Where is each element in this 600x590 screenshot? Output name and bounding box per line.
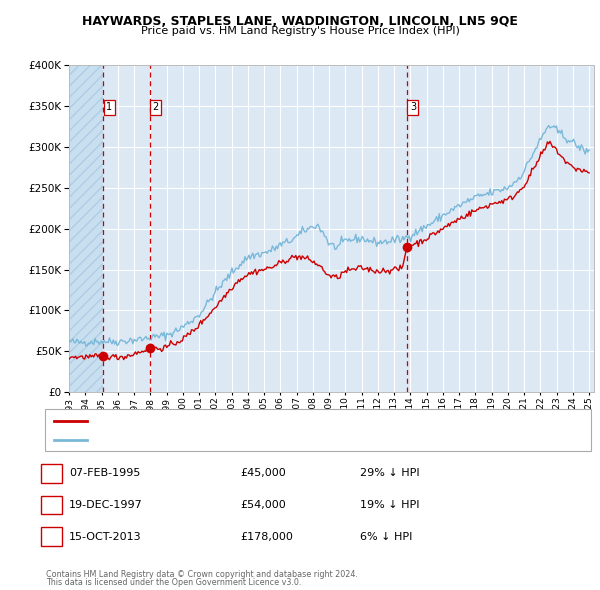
Text: 29% ↓ HPI: 29% ↓ HPI xyxy=(360,468,419,478)
Bar xyxy=(69,65,103,392)
Text: 3: 3 xyxy=(48,532,55,542)
Text: £178,000: £178,000 xyxy=(240,532,293,542)
Text: HPI: Average price, detached house, North Kesteven: HPI: Average price, detached house, Nort… xyxy=(91,436,328,445)
Text: 1: 1 xyxy=(48,468,55,478)
Text: 07-FEB-1995: 07-FEB-1995 xyxy=(69,468,140,478)
Text: Price paid vs. HM Land Registry's House Price Index (HPI): Price paid vs. HM Land Registry's House … xyxy=(140,26,460,36)
Text: 15-OCT-2013: 15-OCT-2013 xyxy=(69,532,142,542)
Text: 19% ↓ HPI: 19% ↓ HPI xyxy=(360,500,419,510)
Text: £54,000: £54,000 xyxy=(240,500,286,510)
Text: 1: 1 xyxy=(106,103,112,113)
Text: 3: 3 xyxy=(410,103,416,113)
Text: 6% ↓ HPI: 6% ↓ HPI xyxy=(360,532,412,542)
Text: 2: 2 xyxy=(48,500,55,510)
Text: This data is licensed under the Open Government Licence v3.0.: This data is licensed under the Open Gov… xyxy=(46,578,302,587)
Text: 2: 2 xyxy=(153,103,159,113)
Text: HAYWARDS, STAPLES LANE, WADDINGTON, LINCOLN, LN5 9QE (detached house): HAYWARDS, STAPLES LANE, WADDINGTON, LINC… xyxy=(91,417,454,425)
Text: HAYWARDS, STAPLES LANE, WADDINGTON, LINCOLN, LN5 9QE: HAYWARDS, STAPLES LANE, WADDINGTON, LINC… xyxy=(82,15,518,28)
Text: £45,000: £45,000 xyxy=(240,468,286,478)
Text: Contains HM Land Registry data © Crown copyright and database right 2024.: Contains HM Land Registry data © Crown c… xyxy=(46,570,358,579)
Text: 19-DEC-1997: 19-DEC-1997 xyxy=(69,500,143,510)
